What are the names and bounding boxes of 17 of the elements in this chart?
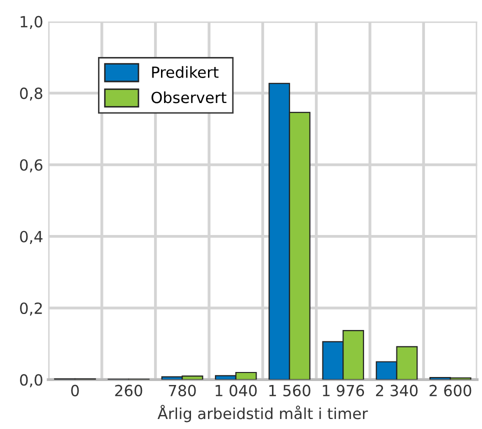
x-tick-label: 2 600 xyxy=(430,384,472,396)
legend-label: Predikert xyxy=(152,66,219,78)
y-tick-label: 0,6 xyxy=(20,159,42,172)
x-tick-label: 0 xyxy=(71,384,79,396)
x-tick-label: 260 xyxy=(115,384,142,396)
x-tick-label: 780 xyxy=(168,384,196,396)
x-tick-label: 1 560 xyxy=(269,384,310,396)
x-axis-title: Årlig arbeidstid målt i timer xyxy=(158,404,368,422)
y-tick-label: 0,0 xyxy=(20,374,42,388)
legend-label: Observert xyxy=(152,91,226,104)
y-tick-label: 0,2 xyxy=(20,302,42,316)
y-tick-label: 0,4 xyxy=(20,230,42,244)
x-tick-label: 1 040 xyxy=(216,384,257,396)
x-tick-label: 1 976 xyxy=(322,384,364,396)
x-tick-label: 2 340 xyxy=(376,384,418,396)
y-tick-label: 1,0 xyxy=(20,16,42,30)
y-tick-label: 0,8 xyxy=(20,88,42,101)
